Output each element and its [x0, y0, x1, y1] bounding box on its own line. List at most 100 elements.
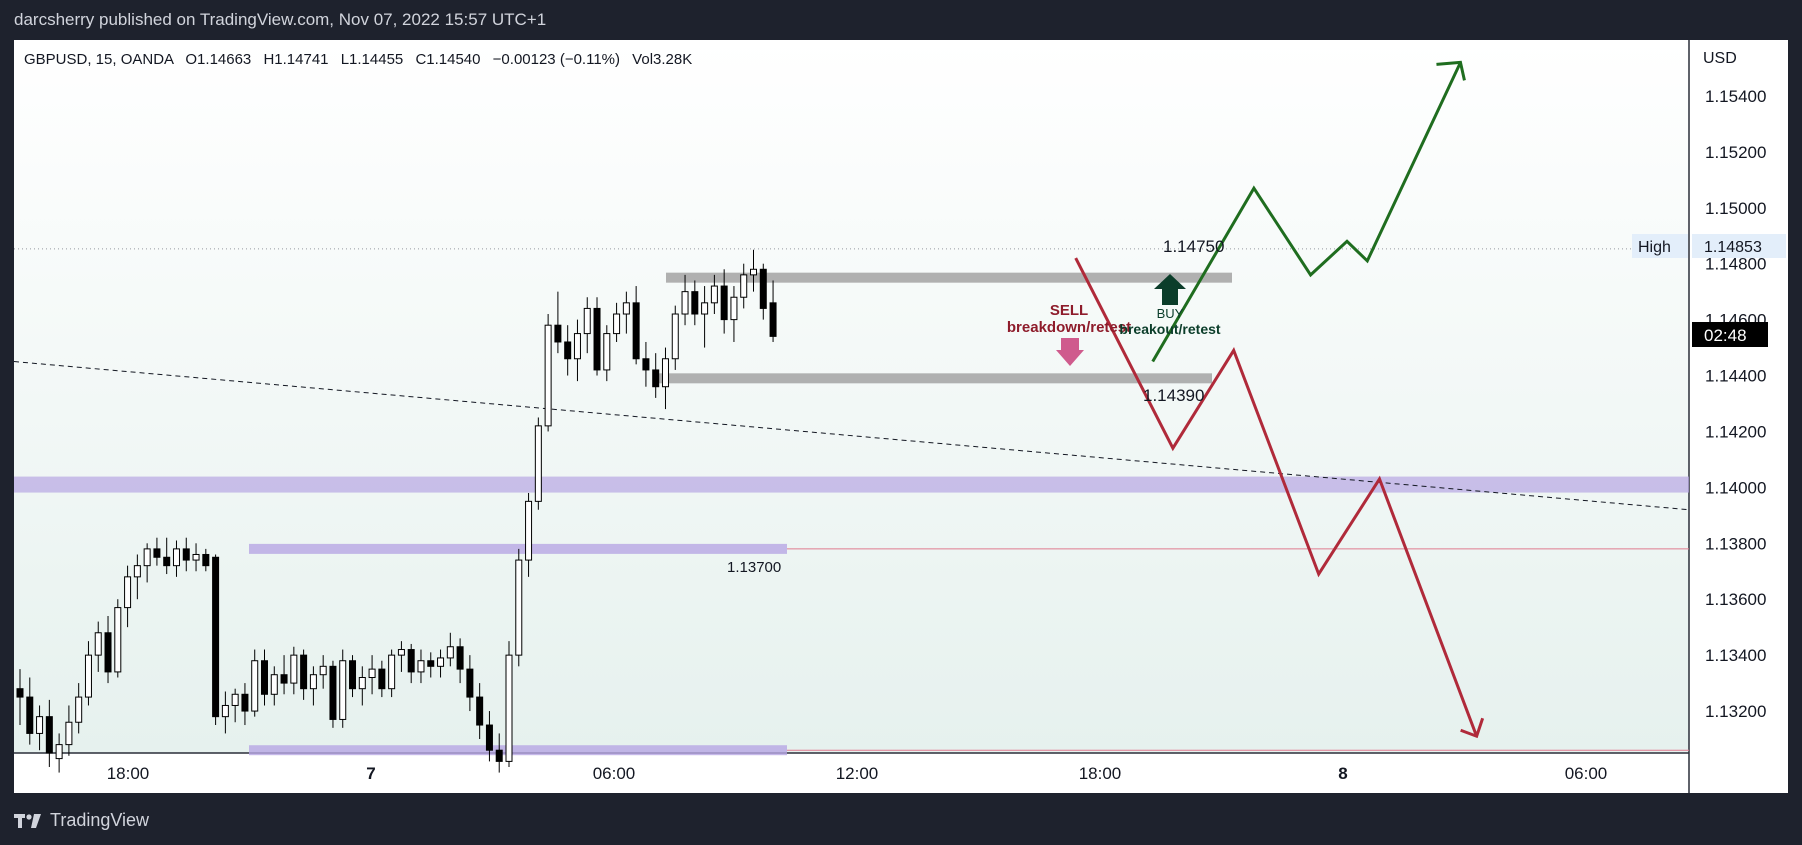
legend-line: GBPUSD, 15, OANDA O1.14663 H1.14741 L1.1… — [24, 51, 692, 68]
candle-body-76 — [759, 268, 767, 309]
candle-43 — [437, 649, 445, 678]
candle-body-15 — [163, 556, 171, 567]
candle-body-28 — [290, 654, 298, 684]
candle-60 — [603, 325, 611, 382]
candle-25 — [261, 649, 268, 706]
candle-body-14 — [153, 548, 161, 558]
candle-28 — [290, 646, 298, 695]
candle-45 — [456, 638, 464, 684]
candle-body-46 — [466, 668, 474, 698]
candle-70 — [701, 286, 709, 348]
candle-body-52 — [525, 500, 533, 561]
high-value-bg — [1692, 234, 1786, 258]
candle-body-26 — [270, 674, 278, 695]
candle-body-19 — [202, 553, 210, 567]
candle-body-49 — [495, 749, 503, 762]
candle-body-62 — [622, 302, 630, 315]
candle-body-10 — [114, 607, 122, 673]
candle-body-50 — [505, 654, 513, 762]
legend-low: L1.14455 — [341, 51, 404, 68]
buy-scenario-path — [1151, 61, 1462, 363]
tradingview-brand[interactable]: TradingView — [14, 810, 149, 831]
candle-body-12 — [133, 565, 141, 578]
candle-body-6 — [75, 696, 83, 723]
candle-body-63 — [632, 302, 640, 360]
candle-body-21 — [221, 704, 229, 718]
level-zone-3 — [249, 543, 787, 554]
candle-body-29 — [300, 654, 308, 690]
candle-body-42 — [427, 660, 435, 667]
sell-arrow-icon — [1056, 338, 1084, 366]
x-tick-label: 18:00 — [1079, 764, 1122, 783]
candle-body-5 — [65, 721, 73, 746]
candle-body-65 — [652, 369, 660, 388]
legend-change: −0.00123 (−0.11%) — [493, 51, 620, 68]
candle-19 — [202, 548, 210, 572]
candle-48 — [485, 711, 493, 762]
candle-body-2 — [36, 716, 44, 734]
candle-27 — [280, 655, 288, 695]
candle-57 — [573, 319, 581, 382]
candle-32 — [329, 660, 337, 728]
candle-24 — [251, 649, 259, 717]
countdown: 02:48 — [1704, 326, 1747, 345]
candle-56 — [564, 325, 572, 376]
candle-body-45 — [456, 646, 464, 670]
candle-71 — [710, 274, 718, 315]
candle-10 — [114, 599, 122, 678]
candle-body-32 — [329, 665, 337, 720]
candle-body-48 — [485, 724, 493, 751]
candle-21 — [221, 691, 229, 734]
y-tick-label: 1.14400 — [1705, 367, 1766, 386]
buy-sub-label: breakout/retest — [1119, 321, 1220, 337]
candle-body-64 — [642, 358, 650, 371]
candle-body-3 — [45, 716, 53, 754]
candle-body-51 — [515, 559, 523, 656]
candle-77 — [769, 280, 777, 342]
candle-64 — [642, 341, 650, 387]
candle-body-71 — [710, 285, 718, 304]
candle-51 — [515, 548, 523, 667]
candle-54 — [544, 314, 552, 432]
plot-background — [14, 40, 1689, 753]
candle-40 — [407, 643, 415, 684]
candle-body-37 — [378, 668, 386, 690]
y-tick-label: 1.15400 — [1705, 87, 1766, 106]
candle-30 — [309, 666, 317, 706]
candle-body-7 — [84, 654, 92, 698]
candle-body-23 — [241, 693, 249, 712]
candle-66 — [661, 347, 669, 410]
candle-body-4 — [55, 744, 63, 760]
candle-76 — [759, 263, 767, 320]
candle-body-8 — [94, 632, 102, 656]
candle-body-77 — [769, 302, 777, 337]
candle-body-47 — [476, 696, 484, 726]
candle-22 — [231, 688, 239, 723]
dashed-trendline — [13, 361, 1690, 511]
candle-11 — [124, 565, 132, 628]
candle-23 — [241, 683, 249, 726]
candle-body-74 — [740, 274, 748, 298]
candle-31 — [319, 655, 327, 689]
y-tick-label: 1.13600 — [1705, 590, 1766, 609]
candle-body-44 — [446, 646, 454, 659]
price-axis-background — [1689, 40, 1788, 793]
candle-15 — [163, 537, 171, 575]
candle-body-40 — [407, 649, 415, 673]
buy-arrowhead — [1436, 60, 1466, 81]
candle-62 — [622, 291, 630, 334]
candle-body-0 — [16, 688, 24, 698]
candle-47 — [476, 683, 484, 740]
publisher-line: darcsherry published on TradingView.com,… — [14, 10, 547, 29]
candle-3 — [45, 699, 53, 767]
candle-body-18 — [192, 553, 200, 561]
candle-53 — [534, 417, 542, 510]
candle-body-58 — [583, 307, 591, 335]
candle-18 — [192, 543, 200, 572]
candle-61 — [613, 302, 621, 342]
candle-1 — [26, 677, 34, 745]
candle-39 — [397, 641, 405, 672]
candle-50 — [505, 641, 513, 767]
candle-44 — [446, 632, 454, 667]
